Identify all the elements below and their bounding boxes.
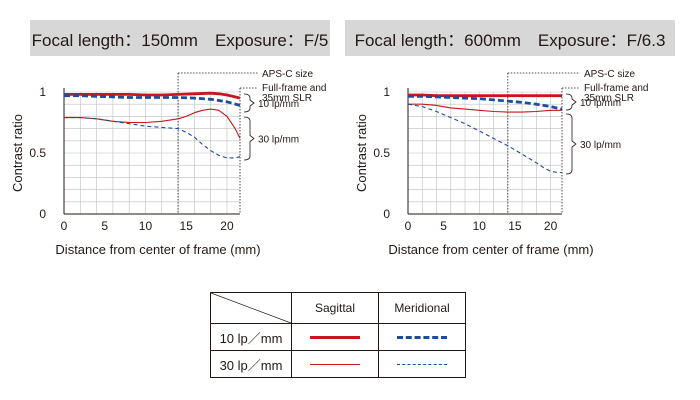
x-axis-label-right: Distance from center of frame (mm) [388,242,593,257]
series-30lp-meridional-left [64,117,241,159]
legend-corner-cell [210,292,292,324]
label-10lp-left: 10 lp/mm [258,99,299,110]
label-30lp-left: 30 lp/mm [258,135,299,146]
x-tick-label-right: 15 [508,219,522,233]
bracket-30lp-left [243,116,255,161]
x-tick-label-left: 20 [220,219,234,233]
x-tick-label-left: 15 [180,219,194,233]
fullframe-label-line1-right: Full-frame and [584,83,648,94]
fullframe-label-line2-right: 35mm SLR [584,93,634,104]
chart-title-left: Focal length：150mm Exposure：F/5 [30,20,330,56]
legend-cell-30lp-sagittal [291,350,379,378]
legend-line-10lp-sagittal [310,336,360,340]
legend-corner-diagonal [211,293,291,323]
series-30lp-meridional-right [407,103,562,174]
y-axis-label-left: Contrast ratio [10,114,25,192]
series-10lp-sagittal-left [64,91,241,100]
x-axis-label-left: Distance from center of frame (mm) [55,242,260,257]
legend-line-30lp-sagittal [310,364,360,366]
legend-line-10lp-meridional [397,336,447,340]
legend-row-label-30lp: 30 lp／mm [210,350,292,378]
bracket-10lp-right [565,93,577,111]
bracket-10lp-left [243,93,255,113]
y-tick-label-right: 0.5 [373,146,390,160]
x-tick-label-left: 0 [61,219,68,233]
x-tick-label-right: 5 [440,219,447,233]
fullframe-label-line2-left: 35mm SLR [262,93,312,104]
legend-cell-10lp-sagittal [291,323,379,351]
x-tick-label-right: 20 [544,219,558,233]
x-tick-label-right: 0 [405,219,412,233]
y-tick-label-left: 1 [39,85,46,99]
legend-header-sagittal: Sagittal [291,292,379,324]
y-tick-label-right: 1 [383,85,390,99]
legend-table: Sagittal Meridional 10 lp／mm 30 lp／mm [210,292,466,378]
label-30lp-right: 30 lp/mm [580,140,621,151]
series-30lp-sagittal-right [408,103,562,113]
legend-header-meridional: Meridional [378,292,466,324]
series-30lp-sagittal-left [64,108,241,139]
apsc-label-left: APS-C size [262,69,314,80]
label-10lp-right: 10 lp/mm [580,98,621,109]
bracket-30lp-right [565,113,577,175]
x-tick-label-left: 5 [101,219,108,233]
y-tick-label-left: 0.5 [29,146,46,160]
y-tick-label-right: 0 [383,207,390,221]
fullframe-label-line1-left: Full-frame and [262,83,326,94]
x-tick-label-right: 10 [473,219,487,233]
legend-line-30lp-meridional [397,364,447,366]
y-tick-label-left: 0 [39,207,46,221]
series-10lp-meridional-left [64,94,241,107]
apsc-label-right: APS-C size [584,69,636,80]
series-10lp-sagittal-right [408,93,562,98]
y-axis-label-right: Contrast ratio [354,114,369,192]
series-10lp-meridional-right [408,94,563,111]
legend-row-label-10lp: 10 lp／mm [210,323,292,351]
legend-cell-10lp-meridional [378,323,466,351]
legend-cell-30lp-meridional [378,350,466,378]
chart-title-right: Focal length：600mm Exposure：F/6.3 [345,20,675,56]
x-tick-label-left: 10 [139,219,153,233]
